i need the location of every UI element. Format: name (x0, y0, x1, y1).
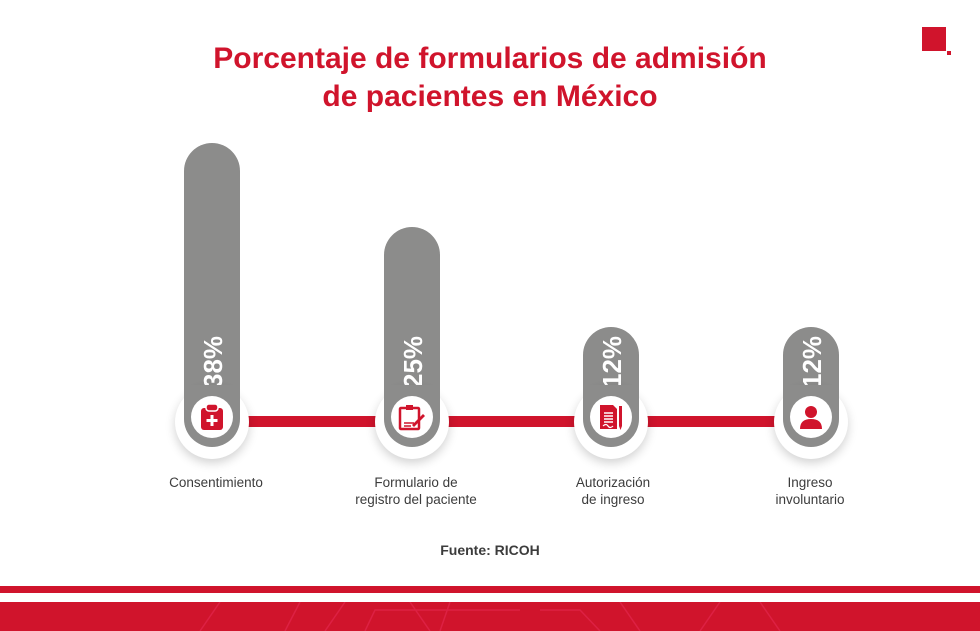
chart-title: Porcentaje de formularios de admisión de… (0, 40, 980, 116)
bar-value-consentimiento: 38% (198, 335, 228, 388)
bar-value-ingreso-involuntario: 12% (797, 335, 827, 388)
timeline-connector (212, 416, 812, 427)
source-note: Fuente: RICOH (440, 542, 540, 558)
person-icon (800, 406, 822, 429)
footer-stripe-thin (0, 586, 980, 593)
signed-document-icon (600, 405, 622, 430)
node-consentimiento (175, 385, 249, 459)
node-autorizacion-ingreso (574, 385, 648, 459)
footer-stripe-wide (0, 602, 980, 631)
bar-value-autorizacion-ingreso: 12% (597, 335, 627, 388)
category-label-formulario-registro: Formulario de registro del paciente (355, 475, 477, 507)
brand-logo-square (922, 27, 946, 51)
bar-consentimiento (184, 143, 240, 423)
category-label-consentimiento: Consentimiento (169, 475, 263, 490)
bar-value-formulario-registro: 25% (398, 335, 428, 388)
chart-title-line2: de pacientes en México (322, 80, 658, 113)
node-ingreso-involuntario (774, 385, 848, 459)
category-label-autorizacion-ingreso: Autorización de ingreso (575, 475, 651, 507)
clipboard-form-icon (398, 405, 425, 431)
brand-logo-dot (947, 51, 951, 55)
node-formulario-registro (375, 385, 449, 459)
category-label-ingreso-involuntario: Ingreso involuntario (775, 475, 845, 507)
clipboard-medical-icon (201, 403, 223, 430)
chart-title-line1: Porcentaje de formularios de admisión (213, 42, 767, 75)
